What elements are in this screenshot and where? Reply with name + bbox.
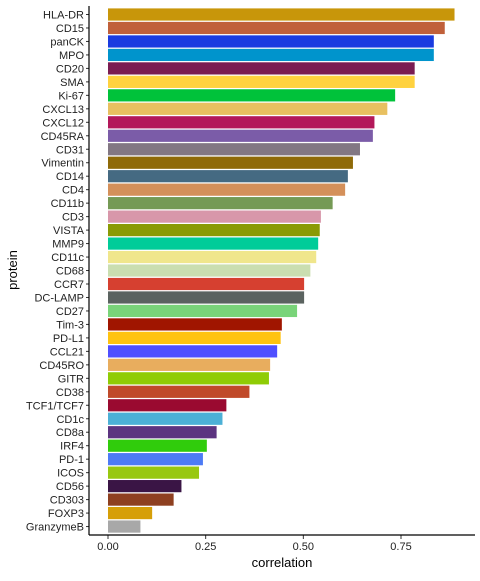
y-tick-label: GITR [58, 373, 84, 385]
bar-cxcl12 [108, 116, 375, 129]
y-tick-label: CD11c [51, 252, 84, 264]
bar-ccr7 [108, 277, 305, 291]
bar-ki-67 [108, 89, 396, 102]
y-tick-label: CD38 [56, 387, 84, 399]
y-tick-label: CD15 [56, 23, 84, 35]
y-tick-label: IRF4 [60, 441, 84, 453]
bar-cd11b [108, 197, 333, 210]
bar-gitr [108, 372, 269, 385]
y-tick-label: CD45RA [41, 131, 85, 143]
y-axis-label: protein [5, 250, 20, 290]
x-tick-label: 0.50 [293, 541, 314, 553]
bar-granzymeb [108, 520, 141, 533]
bar-cd4 [108, 183, 346, 196]
bar-pd-l1 [108, 331, 281, 344]
bar-dc-lamp [108, 291, 305, 304]
y-tick-label: MPO [59, 50, 85, 62]
y-tick-label: ICOS [57, 468, 84, 480]
bar-cd15 [108, 21, 445, 35]
bar-cd3 [108, 210, 321, 223]
y-tick-label: HLA-DR [43, 10, 84, 22]
y-tick-label: MMP9 [52, 239, 84, 251]
y-tick-label: CD68 [56, 266, 84, 278]
bar-vista [108, 224, 320, 237]
bar-cd14 [108, 170, 348, 183]
bar-hla-dr [108, 8, 455, 21]
y-tick-label: CD56 [56, 481, 84, 493]
bar-vimentin [108, 156, 353, 169]
y-tick-label: Tim-3 [56, 319, 84, 331]
y-tick-label: PD-1 [59, 454, 84, 466]
y-tick-label: GranzymeB [26, 522, 84, 534]
y-tick-label: CD11b [51, 198, 84, 210]
y-tick-label: CD8a [56, 427, 85, 439]
y-tick-label: TCF1/TCF7 [26, 400, 84, 412]
bar-irf4 [108, 439, 207, 452]
bar-cd303 [108, 493, 174, 506]
y-tick-label: Ki-67 [58, 90, 84, 102]
bar-tcf1-tcf7 [108, 399, 227, 412]
bar-cd38 [108, 385, 250, 398]
bar-pd-1 [108, 453, 203, 466]
bar-panck [108, 35, 434, 48]
y-tick-label: CD20 [56, 63, 84, 75]
y-tick-label: PD-L1 [53, 333, 84, 345]
y-tick-label: VISTA [53, 225, 85, 237]
bar-sma [108, 75, 415, 88]
y-tick-label: Vimentin [41, 158, 84, 170]
bar-cd11c [108, 250, 317, 264]
bar-cd27 [108, 304, 298, 318]
bar-cd56 [108, 480, 182, 493]
y-tick-label: SMA [60, 77, 85, 89]
y-tick-label: FOXP3 [48, 508, 84, 520]
x-ticks: 0.00 0.25 0.50 0.75 [97, 535, 412, 553]
y-tick-label: CXCL13 [42, 104, 84, 116]
bar-cd45ro [108, 358, 271, 371]
x-tick-label: 0.75 [390, 541, 411, 553]
x-tick-label: 0.00 [97, 541, 118, 553]
y-tick-label: DC-LAMP [34, 292, 84, 304]
x-axis-label: correlation [252, 555, 313, 570]
bar-foxp3 [108, 506, 153, 520]
y-tick-label: CD3 [62, 212, 84, 224]
y-tick-label: CD31 [56, 144, 84, 156]
x-tick-label: 0.25 [195, 541, 216, 553]
y-tick-label: CCL21 [50, 346, 84, 358]
bar-tim-3 [108, 318, 282, 331]
y-tick-label: CD4 [62, 185, 84, 197]
y-tick-label: CD45RO [39, 360, 84, 372]
bars-group [108, 8, 455, 533]
bar-cd31 [108, 143, 360, 156]
bar-icos [108, 466, 200, 479]
bar-mmp9 [108, 237, 319, 250]
bar-cd45ra [108, 129, 373, 142]
bar-cd1c [108, 412, 223, 425]
y-tick-label: CD1c [56, 414, 84, 426]
bar-cd68 [108, 264, 311, 277]
bar-mpo [108, 48, 434, 62]
y-tick-label: CCR7 [54, 279, 84, 291]
y-tick-label: CXCL12 [42, 117, 84, 129]
y-tick-label: panCK [50, 36, 84, 48]
bar-ccl21 [108, 345, 278, 358]
y-tick-label: CD303 [50, 495, 84, 507]
bar-cxcl13 [108, 102, 388, 115]
bar-cd8a [108, 426, 217, 439]
y-tick-label: CD27 [56, 306, 84, 318]
bar-cd20 [108, 62, 415, 75]
y-tick-label: CD14 [56, 171, 84, 183]
